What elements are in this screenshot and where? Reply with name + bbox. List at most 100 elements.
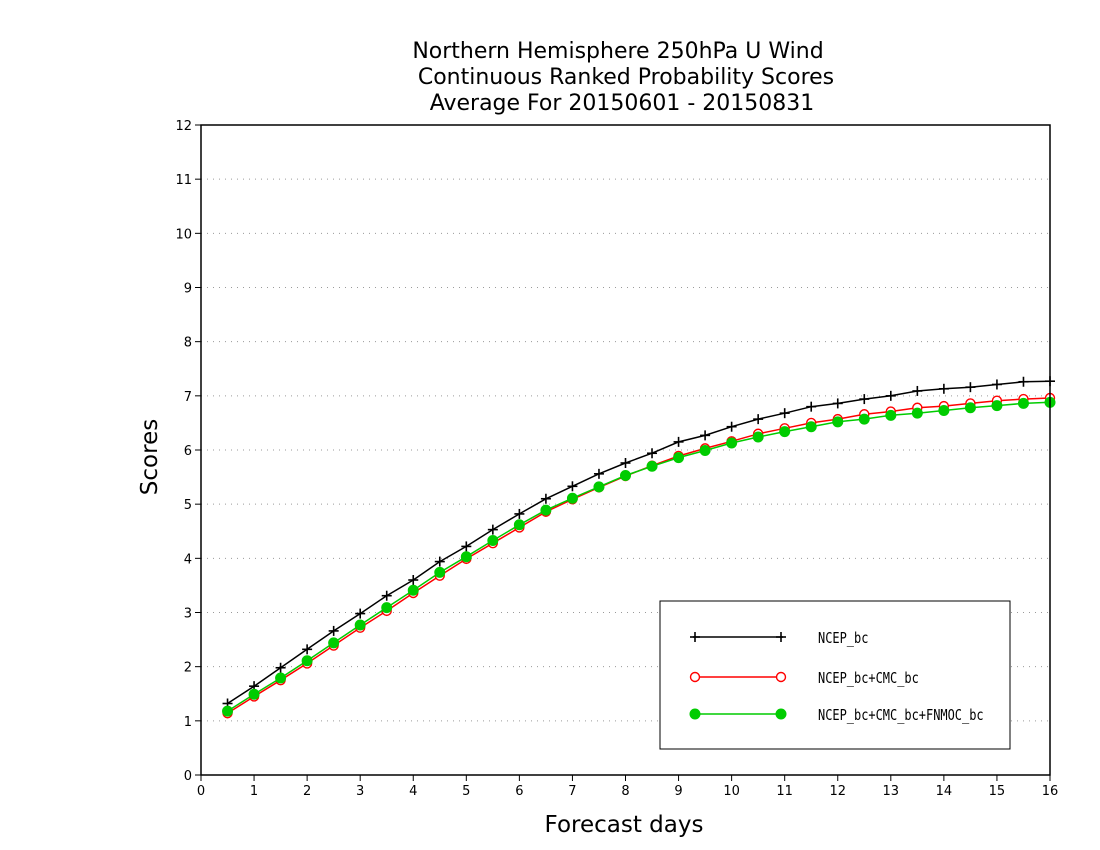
x-tick-label: 12 [829,784,846,799]
data-point [1017,397,1029,409]
data-point [381,590,392,601]
data-point [885,390,896,401]
data-point [991,400,1003,412]
title-line-2: Continuous Ranked Probability Scores [418,65,834,90]
data-point [673,452,685,464]
data-point [434,566,446,578]
y-tick-label: 11 [175,173,192,188]
x-tick-label: 7 [568,784,576,799]
data-point [689,708,701,720]
data-point [832,416,844,428]
data-point [911,407,923,419]
x-tick-label: 0 [197,784,205,799]
y-tick-label: 4 [184,552,192,567]
y-axis-label: Scores [137,419,163,495]
legend-entry-2: NCEP_bc+CMC_bc+FNMOC_bc [689,706,984,724]
data-point [513,519,525,531]
data-point [301,655,313,667]
data-point [779,426,791,438]
x-tick-label: 4 [409,784,417,799]
y-tick-label: 7 [184,390,192,405]
y-tick-label: 8 [184,336,192,351]
data-point [858,413,870,425]
data-point [806,401,817,412]
data-point [779,408,790,419]
x-tick-label: 10 [723,784,740,799]
data-point [965,382,976,393]
x-tick-label: 3 [356,784,364,799]
plot-frame [200,124,1051,776]
series-0 [222,376,1055,709]
data-point [964,402,976,414]
data-point [487,524,498,535]
legend: NCEP_bc NCEP_bc+CMC_bc NCEP_bc+CMC_bc+FNMO… [659,600,1011,750]
data-point [593,468,604,479]
y-tick-label: 9 [184,282,192,297]
data-point [832,398,843,409]
data-point [753,414,764,425]
data-point [566,492,578,504]
data-point [938,383,949,394]
legend-label: NCEP_bc+CMC_bc [818,669,919,687]
data-point [328,625,339,636]
data-point [912,385,923,396]
data-point [775,708,787,720]
x-tick-label: 14 [936,784,953,799]
data-point [673,436,684,447]
data-point [859,394,870,405]
legend-entry-0: NCEP_bc [690,629,868,647]
title-line-3: Average For 20150601 - 20150831 [430,91,815,116]
title-line-1: Northern Hemisphere 250hPa U Wind [412,39,823,64]
x-tick-label: 6 [515,784,523,799]
data-point [248,688,260,700]
data-point [460,551,472,563]
x-tick-label: 15 [989,784,1006,799]
data-point [805,421,817,433]
data-point [1018,376,1029,387]
y-tick-label: 5 [184,498,192,513]
data-point [514,508,525,519]
data-point [355,608,366,619]
chart-title: Northern Hemisphere 250hPa U Wind Contin… [412,39,834,116]
data-point [620,469,631,481]
y-tick-label: 2 [184,661,192,676]
legend-label: NCEP_bc+CMC_bc+FNMOC_bc [818,706,984,724]
data-point [408,575,419,585]
y-tick-label: 0 [184,769,192,784]
data-point [690,632,700,642]
data-point [646,460,658,472]
data-point [381,602,393,614]
series-line [227,380,1051,705]
x-tick-label: 2 [303,784,311,799]
data-point [540,493,551,504]
plot-series [222,376,1056,719]
data-point [689,671,701,683]
y-tick-label: 1 [184,715,192,730]
data-point [620,458,631,468]
x-tick-label: 8 [621,784,629,799]
data-point [487,534,499,546]
x-tick-label: 1 [250,784,258,799]
x-tick-label: 16 [1042,784,1059,799]
x-tick-label: 9 [674,784,682,799]
data-point [302,644,313,655]
data-point [328,637,340,649]
data-point [647,448,658,459]
data-point [699,445,711,457]
x-tick-label: 13 [883,784,900,799]
data-point [407,584,419,596]
data-point [275,662,286,673]
data-point [434,556,445,567]
data-point [700,430,711,441]
data-point [567,481,578,492]
legend-box [659,600,1011,750]
data-point [540,504,552,516]
y-tick-label: 6 [184,444,192,459]
data-point [885,409,897,421]
data-point [726,437,738,449]
data-point [752,431,764,443]
series-2 [222,396,1056,717]
data-point [222,705,234,717]
